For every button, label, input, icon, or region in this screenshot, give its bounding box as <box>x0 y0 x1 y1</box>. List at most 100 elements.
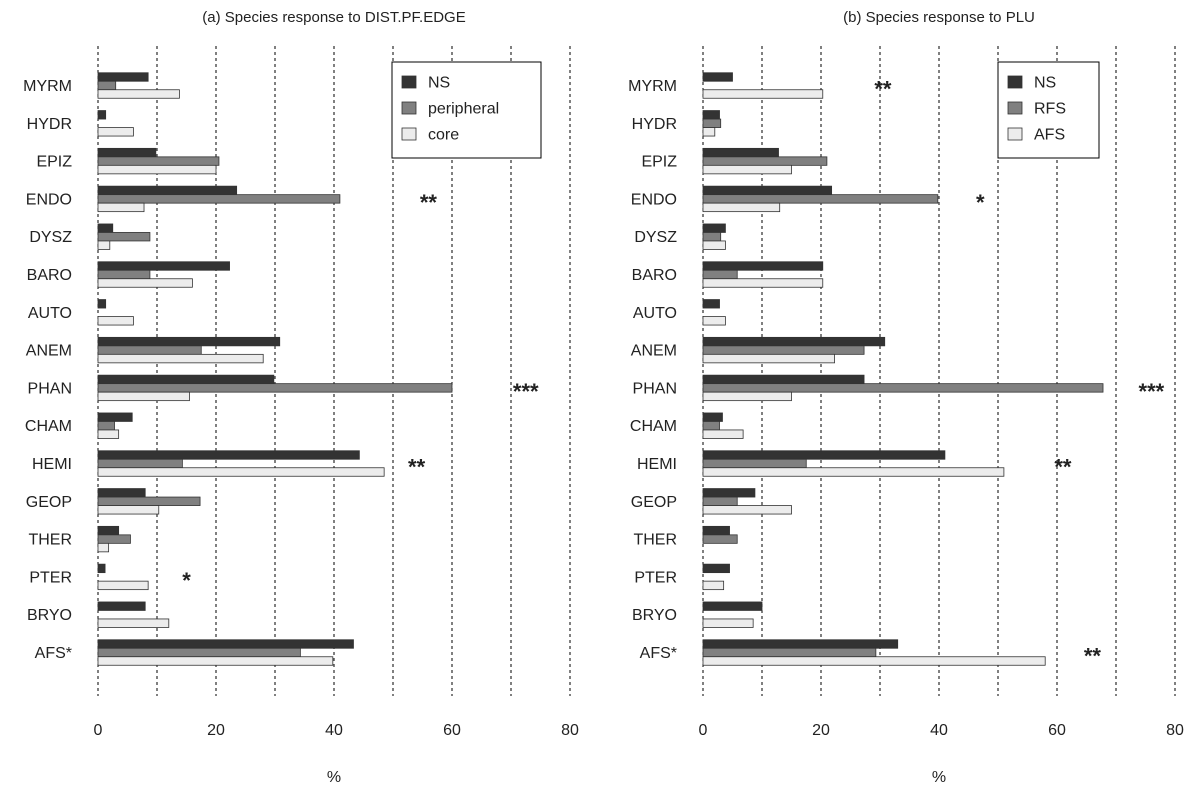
category-label-endo: ENDO <box>631 191 677 208</box>
bar-cham-ns <box>97 412 133 422</box>
bar-endo-ns <box>702 185 833 196</box>
bar-hemi-rfs <box>702 458 807 469</box>
bar-afs-rfs <box>702 647 877 658</box>
category-label-myrm: MYRM <box>628 78 677 95</box>
bar-phan-rfs <box>702 383 1104 393</box>
bar-anem-afs <box>702 353 835 364</box>
category-label-cham: CHAM <box>25 418 72 435</box>
bar-phan-core <box>97 391 190 402</box>
bar-myrm-ns <box>702 72 733 82</box>
bar-phan-ns <box>702 374 865 385</box>
bar-hydr-ns <box>97 110 107 120</box>
bar-anem-core <box>97 353 264 364</box>
legend-box <box>391 61 542 159</box>
category-label-geop: GEOP <box>26 494 72 511</box>
x-tick-label: 20 <box>207 722 225 739</box>
bar-hydr-afs <box>702 127 716 137</box>
bar-cham-core <box>97 429 120 439</box>
chart-title: (a) Species response to DIST.PF.EDGE <box>202 9 465 26</box>
legend-swatch-core <box>401 127 417 141</box>
panel-b-species-response-plu: (b) Species response to PLU 0 20 40 60 80% MYR… <box>628 9 1184 786</box>
bar-phan-ns <box>97 374 275 385</box>
bar-ther-ns <box>97 525 120 536</box>
bar-cham-afs <box>702 429 744 439</box>
legend-label-core: core <box>428 127 459 144</box>
bar-bryo-afs <box>702 618 754 628</box>
bar-epiz-ns <box>702 147 779 158</box>
category-label-auto: AUTO <box>633 305 677 322</box>
significance-marker-hemi: ** <box>1054 455 1072 480</box>
bar-endo-core <box>97 202 145 213</box>
category-label-bryo: BRYO <box>27 607 72 624</box>
category-label-epiz: EPIZ <box>36 154 72 171</box>
legend-label-peripheral: peripheral <box>428 101 499 118</box>
legend-swatch-afs <box>1007 127 1023 141</box>
x-tick-label: 60 <box>443 722 461 739</box>
significance-marker-endo: * <box>976 190 985 215</box>
bar-afs-ns <box>97 639 354 649</box>
bar-ther-ns <box>702 525 730 536</box>
panel-a-species-response-dist-pf-edge: (a) Species response to DIST.PF.EDGE 0 20 4… <box>23 9 579 786</box>
category-label-dysz: DYSZ <box>29 229 72 246</box>
bar-epiz-rfs <box>702 156 828 166</box>
significance-marker-afs: ** <box>1084 644 1102 669</box>
category-label-hydr: HYDR <box>632 116 677 133</box>
bar-pter-core <box>97 580 149 591</box>
bar-bryo-ns <box>702 601 763 611</box>
bar-pter-ns <box>97 563 106 574</box>
bar-auto-core <box>97 316 134 326</box>
legend-swatch-ns <box>1007 75 1023 89</box>
category-label-afs: AFS* <box>35 645 72 662</box>
bar-ther-peripheral <box>97 534 131 544</box>
significance-marker-phan: *** <box>513 379 539 404</box>
legend-swatch-ns <box>401 75 417 89</box>
bar-afs-afs <box>702 656 1046 666</box>
bar-baro-ns <box>702 261 824 271</box>
significance-marker-hemi: ** <box>408 455 426 480</box>
category-label-hydr: HYDR <box>27 116 72 133</box>
bar-cham-ns <box>702 412 723 422</box>
bar-myrm-ns <box>97 72 149 82</box>
legend-label-ns: NS <box>428 75 450 92</box>
x-tick-label: 40 <box>325 722 343 739</box>
category-label-ther: THER <box>633 532 677 549</box>
category-label-afs: AFS* <box>640 645 677 662</box>
bar-ther-rfs <box>702 534 738 544</box>
bar-hydr-ns <box>702 110 720 120</box>
bar-geop-afs <box>702 505 792 515</box>
legend-label-afs: AFS <box>1034 127 1065 144</box>
x-tick-label: 0 <box>94 722 103 739</box>
legend-label-ns: NS <box>1034 75 1056 92</box>
bar-hemi-ns <box>702 450 946 460</box>
legend-swatch-peripheral <box>401 101 417 115</box>
x-tick-label: 80 <box>1166 722 1184 739</box>
bar-endo-afs <box>702 202 781 213</box>
bar-anem-rfs <box>702 345 865 355</box>
category-label-cham: CHAM <box>630 418 677 435</box>
bar-hemi-peripheral <box>97 458 183 469</box>
bar-epiz-core <box>97 164 217 175</box>
category-label-baro: BARO <box>27 267 72 284</box>
bar-auto-ns <box>702 299 720 309</box>
bar-endo-peripheral <box>97 194 341 204</box>
x-tick-label: 60 <box>1048 722 1066 739</box>
bar-dysz-ns <box>702 223 726 233</box>
bar-afs-core <box>97 656 334 666</box>
bar-geop-ns <box>97 488 146 498</box>
category-label-anem: ANEM <box>631 343 677 360</box>
bar-geop-core <box>97 505 160 515</box>
legend: NS RFS AFS <box>997 61 1100 159</box>
bar-hemi-core <box>97 467 385 477</box>
category-label-auto: AUTO <box>28 305 72 322</box>
category-label-epiz: EPIZ <box>641 154 677 171</box>
legend: NS peripheral core <box>391 61 542 159</box>
bar-auto-afs <box>702 316 726 326</box>
category-label-dysz: DYSZ <box>634 229 677 246</box>
category-label-phan: PHAN <box>633 380 677 397</box>
bar-cham-peripheral <box>97 421 115 431</box>
x-tick-label: 40 <box>930 722 948 739</box>
legend-swatch-rfs <box>1007 101 1023 115</box>
bar-afs-ns <box>702 639 899 649</box>
chart-title: (b) Species response to PLU <box>843 9 1035 26</box>
bar-epiz-peripheral <box>97 156 220 166</box>
